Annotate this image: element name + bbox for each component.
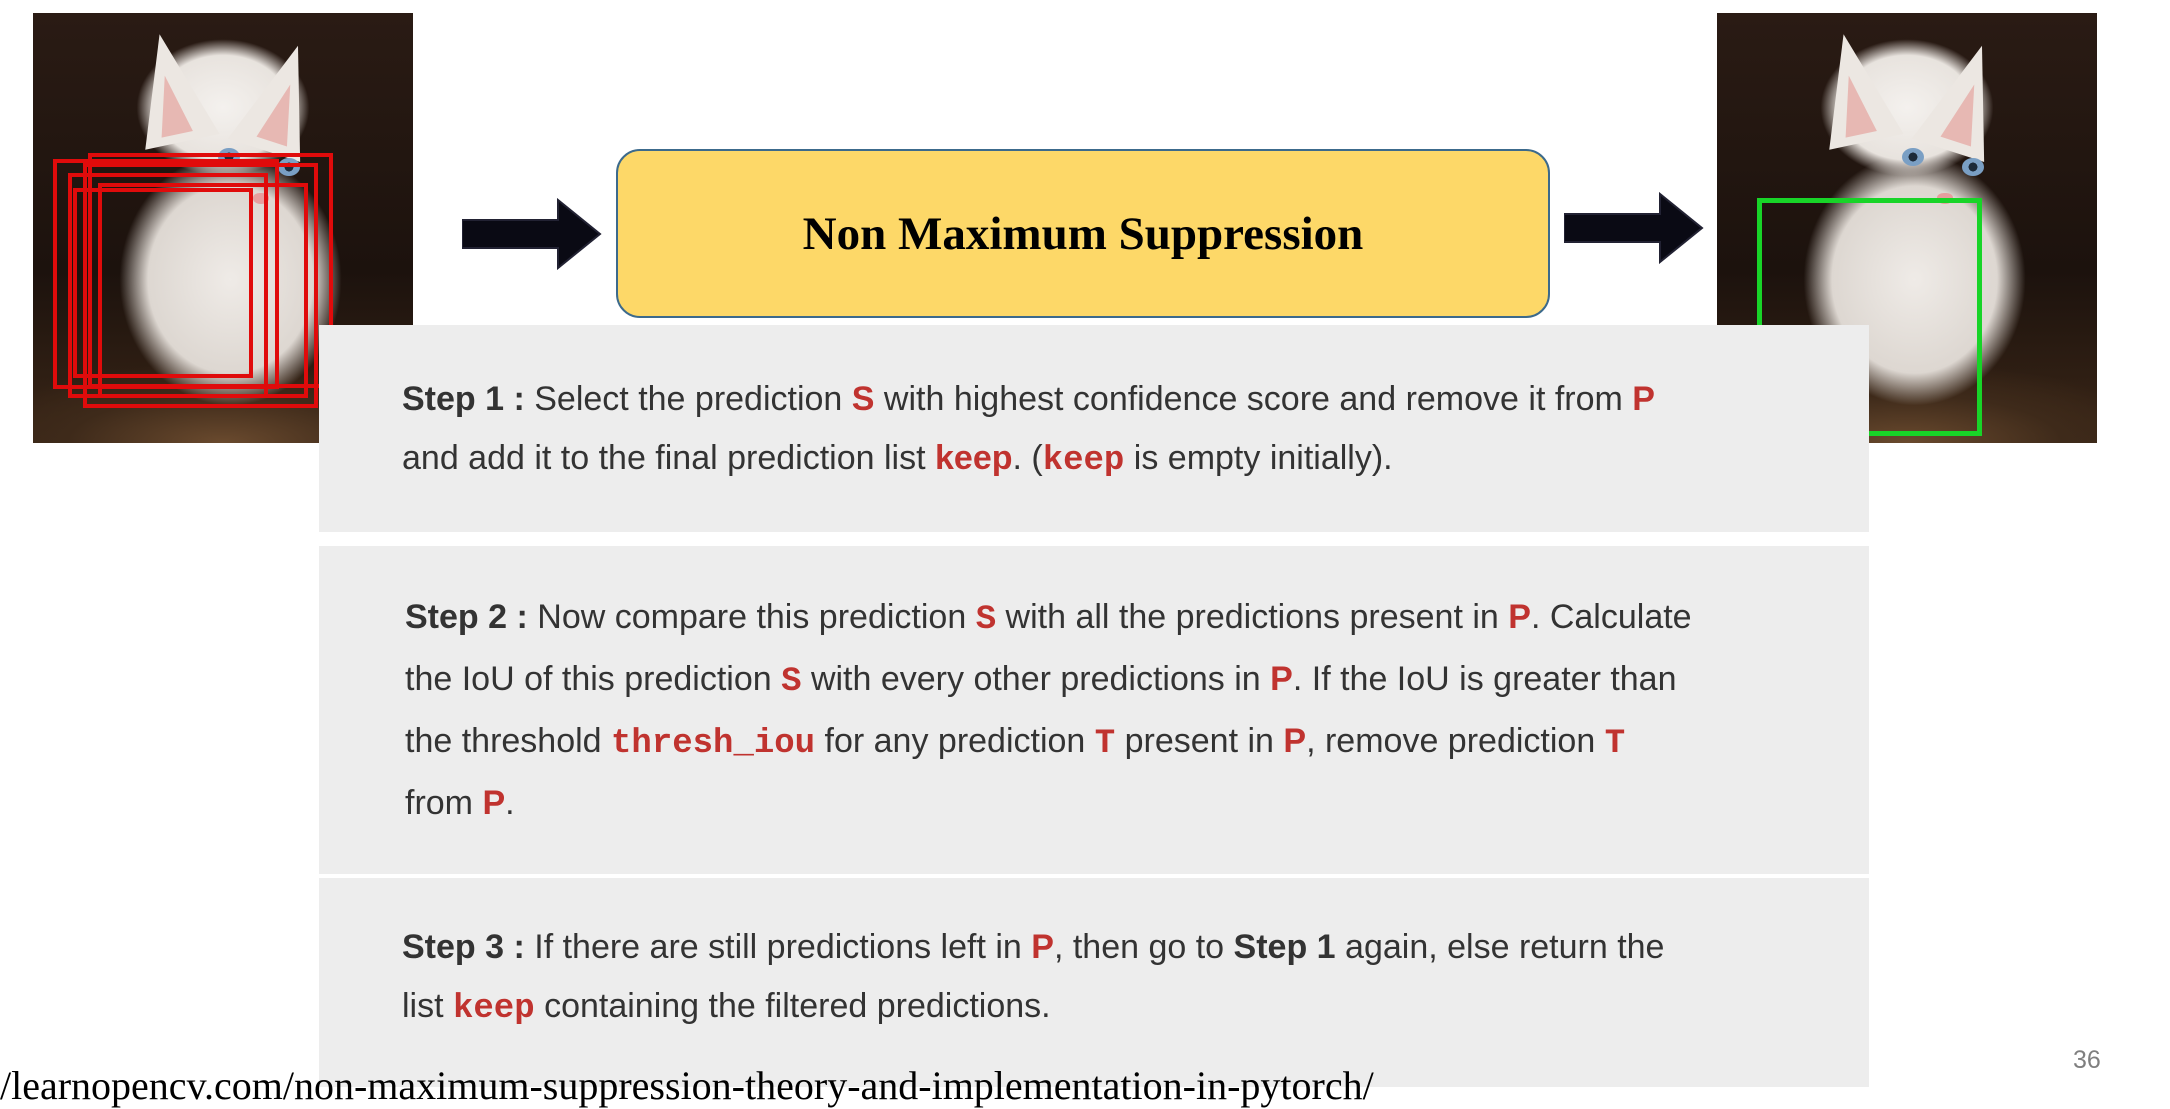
text: Select the prediction (524, 380, 852, 418)
prediction-box (83, 163, 318, 408)
code-s: S (781, 663, 802, 701)
text: . (505, 784, 515, 822)
text: . If the IoU is greater than (1292, 660, 1677, 698)
var-s: S (851, 380, 875, 418)
source-url[interactable]: /learnopencv.com/non-maximum-suppression… (0, 1063, 1374, 1108)
text: . ( (1012, 439, 1043, 477)
nms-title: Non Maximum Suppression (802, 207, 1364, 260)
code-s: S (975, 601, 997, 639)
step1-label: Step 1 : (402, 380, 525, 418)
right-arrow-icon (462, 198, 602, 270)
text: present in (1115, 722, 1284, 760)
var-p: P (482, 784, 506, 822)
var-keep: keep (935, 439, 1013, 477)
text: from (405, 784, 483, 822)
text: the IoU of this prediction (405, 660, 782, 698)
step3-panel: Step 3 : If there are still predictions … (319, 878, 1869, 1087)
code-keep: keep (1042, 442, 1125, 480)
cat-nose (253, 193, 269, 204)
var-p: P (1270, 660, 1293, 698)
step3-text: Step 3 : If there are still predictions … (402, 918, 1842, 1039)
page-number: 36 (2073, 1046, 2101, 1074)
step1-text: Step 1 : Select the prediction S with hi… (402, 370, 1842, 491)
kept-prediction-box (1757, 198, 1982, 436)
right-arrow-icon (1564, 192, 1704, 264)
code-keep: keep (453, 990, 535, 1028)
text: containing the filtered predictions. (534, 987, 1051, 1025)
text: again, else return the (1335, 928, 1665, 966)
text: with highest confidence score and remove… (874, 380, 1633, 418)
text: the threshold (405, 722, 612, 760)
text: If there are still predictions left in (524, 928, 1032, 966)
text: list (402, 987, 453, 1025)
input-cat-image (33, 13, 413, 443)
step2-text: Step 2 : Now compare this prediction S w… (405, 588, 1855, 833)
step3-label: Step 3 : (402, 928, 525, 966)
code-thresh-iou: thresh_iou (611, 725, 816, 763)
text: with all the predictions present in (996, 598, 1509, 636)
text: , then go to (1053, 928, 1234, 966)
text: , remove prediction (1306, 722, 1605, 760)
var-p: P (1508, 598, 1531, 636)
nms-title-box: Non Maximum Suppression (616, 149, 1550, 318)
step1-reference: Step 1 (1233, 928, 1336, 966)
step1-panel: Step 1 : Select the prediction S with hi… (319, 325, 1869, 532)
prediction-box (88, 153, 333, 388)
code-t: T (1094, 725, 1116, 763)
prediction-box (73, 188, 253, 378)
text: for any prediction (815, 722, 1095, 760)
cat-eye (1902, 148, 1924, 166)
step2-panel: Step 2 : Now compare this prediction S w… (319, 546, 1869, 874)
var-p: P (1632, 380, 1655, 418)
var-p: P (1283, 722, 1307, 760)
text: is empty initially). (1124, 439, 1393, 477)
cat-eye (278, 158, 300, 176)
code-t: T (1604, 725, 1626, 763)
var-p: P (1031, 928, 1054, 966)
text: with every other predictions in (801, 660, 1271, 698)
text: Now compare this prediction (527, 598, 976, 636)
cat-eye (1962, 158, 1984, 176)
text: . Calculate (1530, 598, 1692, 636)
step2-label: Step 2 : (405, 598, 528, 636)
text: and add it to the final prediction list (402, 439, 935, 477)
prediction-box (98, 183, 308, 398)
